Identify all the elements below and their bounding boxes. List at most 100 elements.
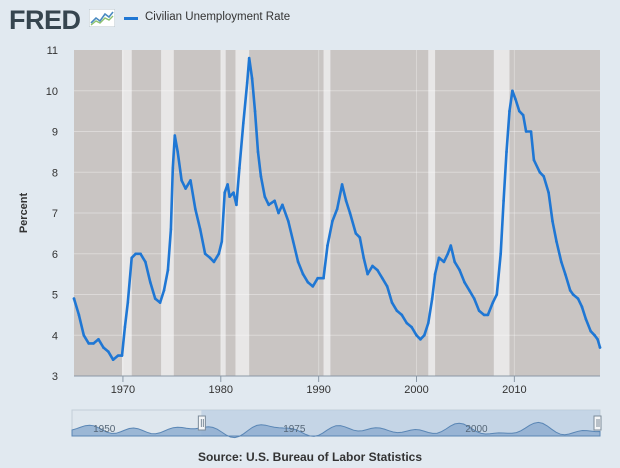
plot-area[interactable] xyxy=(72,50,602,376)
data-point xyxy=(463,280,466,284)
data-point xyxy=(335,207,339,211)
data-point xyxy=(524,130,528,133)
data-point xyxy=(322,276,325,280)
data-point xyxy=(331,219,334,223)
y-tick-label: 9 xyxy=(52,127,58,139)
navigator-tick-label: 1975 xyxy=(283,424,306,435)
axes: 3 4 5 6 7 8 9 10 11 1970 1980 1990 2000 2010 Percent xyxy=(18,45,600,396)
data-point xyxy=(77,313,81,317)
data-point xyxy=(72,297,76,300)
data-point xyxy=(220,240,224,243)
data-point xyxy=(423,333,426,337)
data-point xyxy=(123,325,127,329)
data-point xyxy=(306,280,310,284)
data-point xyxy=(380,276,384,280)
data-point xyxy=(106,350,110,353)
data-point xyxy=(458,268,461,272)
range-navigator[interactable]: 1950 1975 2000 xyxy=(71,409,602,439)
data-point xyxy=(446,252,450,256)
data-point xyxy=(344,199,348,203)
data-point xyxy=(273,199,276,203)
data-point xyxy=(139,252,142,256)
data-point xyxy=(92,342,95,345)
data-point xyxy=(340,183,344,186)
data-point xyxy=(390,301,394,304)
data-point xyxy=(551,219,554,223)
data-point xyxy=(589,329,593,333)
data-point xyxy=(296,260,300,264)
data-point xyxy=(259,175,263,178)
data-point xyxy=(395,309,399,313)
fred-graph-icon xyxy=(89,9,115,27)
data-point xyxy=(358,236,362,239)
data-point xyxy=(410,325,413,329)
data-point xyxy=(311,285,315,288)
data-point xyxy=(250,77,254,80)
data-point xyxy=(291,240,295,243)
data-point xyxy=(568,289,572,292)
y-tick-label: 10 xyxy=(46,86,58,98)
data-point xyxy=(169,228,173,231)
x-tick-label: 2000 xyxy=(404,384,428,396)
recession-band xyxy=(121,50,132,376)
data-point xyxy=(189,179,192,182)
data-point xyxy=(256,150,260,154)
data-point xyxy=(453,260,456,264)
y-axis-label: Percent xyxy=(18,192,30,233)
data-point xyxy=(517,109,521,113)
data-point xyxy=(149,280,152,284)
fred-logo[interactable]: FRED xyxy=(9,5,81,35)
data-point xyxy=(198,228,202,231)
y-tick-label: 4 xyxy=(52,330,58,342)
data-point xyxy=(433,272,437,276)
data-point xyxy=(598,346,602,349)
data-point xyxy=(371,264,374,268)
data-point xyxy=(180,179,183,182)
data-point xyxy=(499,252,502,256)
navigator-tick-label: 2000 xyxy=(465,424,488,435)
data-point xyxy=(593,333,596,337)
data-point xyxy=(415,333,418,337)
data-point xyxy=(354,232,358,235)
data-point xyxy=(144,260,147,264)
data-point xyxy=(116,354,120,357)
data-point xyxy=(203,252,207,256)
data-point xyxy=(576,297,580,300)
data-point xyxy=(134,252,137,256)
data-point xyxy=(449,244,453,247)
data-point xyxy=(102,346,105,349)
data-point xyxy=(120,354,124,357)
data-point xyxy=(502,199,505,203)
data-point xyxy=(245,81,249,84)
data-point xyxy=(176,150,180,154)
recession-band xyxy=(161,50,174,376)
data-point xyxy=(362,256,365,260)
data-point xyxy=(217,252,221,256)
x-tick-label: 1980 xyxy=(209,384,233,396)
data-point xyxy=(376,268,379,272)
data-point xyxy=(287,219,290,223)
data-point xyxy=(277,211,280,215)
data-point xyxy=(495,293,499,296)
data-point xyxy=(366,272,369,276)
data-point xyxy=(430,297,434,300)
legend-label: Civilian Unemployment Rate xyxy=(145,11,291,23)
data-point xyxy=(326,244,329,247)
data-point xyxy=(158,301,162,304)
data-point xyxy=(241,122,245,125)
data-point xyxy=(505,150,508,154)
data-point xyxy=(563,272,567,276)
data-point xyxy=(514,97,517,101)
navigator-series xyxy=(71,421,601,439)
data-point xyxy=(511,89,514,93)
data-point xyxy=(228,195,231,198)
y-tick-label: 6 xyxy=(52,249,58,261)
data-point xyxy=(173,134,177,137)
data-point xyxy=(468,289,471,292)
data-point xyxy=(529,130,533,133)
data-point xyxy=(97,338,100,341)
data-point xyxy=(547,191,550,194)
data-point xyxy=(472,297,476,300)
legend-swatch xyxy=(124,17,138,20)
